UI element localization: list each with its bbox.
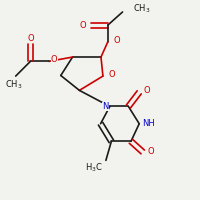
Text: N: N bbox=[102, 102, 109, 111]
Text: CH$_3$: CH$_3$ bbox=[133, 3, 151, 15]
Text: O: O bbox=[114, 36, 120, 45]
Text: O: O bbox=[147, 147, 154, 156]
Text: O: O bbox=[51, 55, 58, 64]
Text: NH: NH bbox=[142, 119, 155, 128]
Text: O: O bbox=[109, 70, 115, 79]
Text: CH$_3$: CH$_3$ bbox=[5, 79, 23, 91]
Text: O: O bbox=[80, 21, 86, 30]
Text: H$_3$C: H$_3$C bbox=[85, 162, 103, 174]
Text: O: O bbox=[27, 34, 34, 43]
Text: O: O bbox=[144, 86, 150, 95]
